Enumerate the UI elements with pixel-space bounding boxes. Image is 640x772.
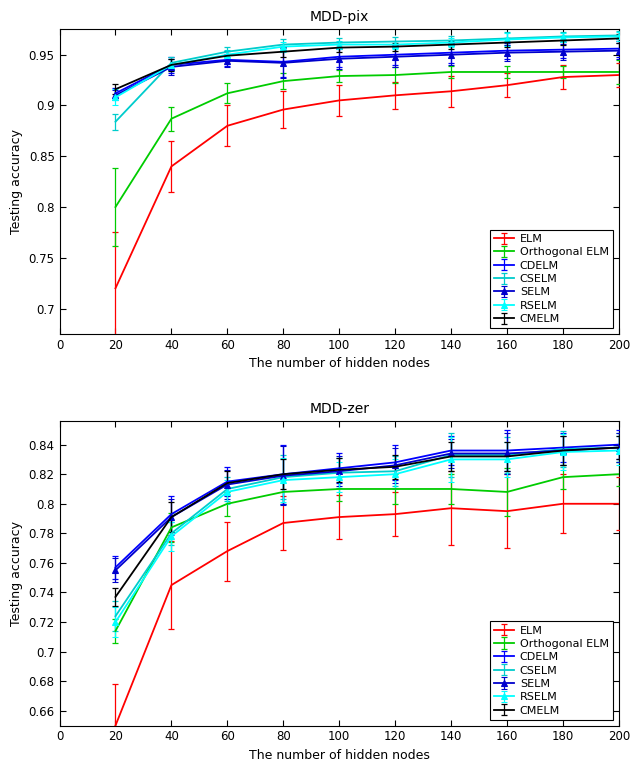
Legend: ELM, Orthogonal ELM, CDELM, CSELM, SELM, RSELM, CMELM: ELM, Orthogonal ELM, CDELM, CSELM, SELM,… bbox=[490, 621, 613, 720]
Title: MDD-zer: MDD-zer bbox=[309, 401, 369, 415]
Legend: ELM, Orthogonal ELM, CDELM, CSELM, SELM, RSELM, CMELM: ELM, Orthogonal ELM, CDELM, CSELM, SELM,… bbox=[490, 229, 613, 328]
X-axis label: The number of hidden nodes: The number of hidden nodes bbox=[249, 749, 429, 762]
Y-axis label: Testing accuracy: Testing accuracy bbox=[10, 521, 23, 626]
X-axis label: The number of hidden nodes: The number of hidden nodes bbox=[249, 357, 429, 371]
Y-axis label: Testing accuracy: Testing accuracy bbox=[10, 129, 23, 234]
Title: MDD-pix: MDD-pix bbox=[310, 10, 369, 24]
